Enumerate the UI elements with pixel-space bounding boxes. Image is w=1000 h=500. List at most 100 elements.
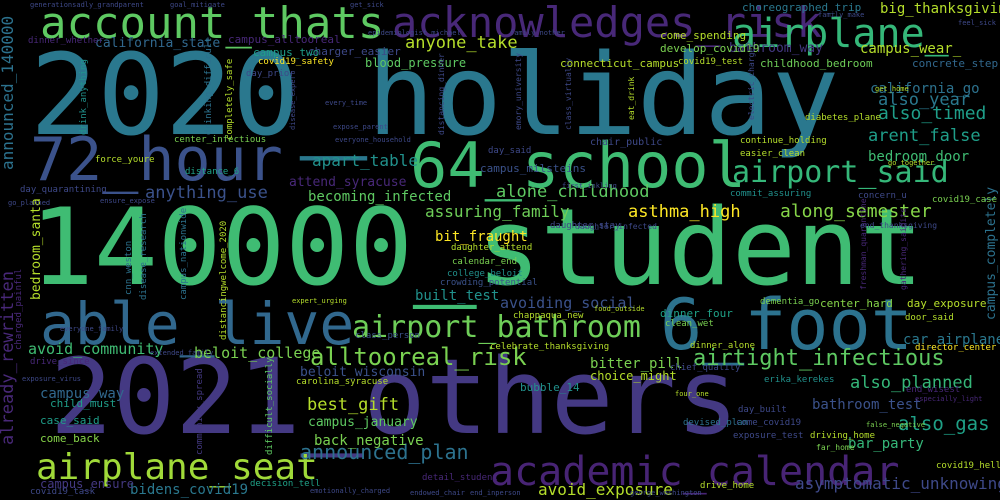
word-w91: center_infectious — [174, 135, 267, 145]
word-w10: 6_foot — [660, 284, 913, 366]
word-w100: force_youre — [95, 155, 155, 165]
word-w163: epidemiologist_michael — [368, 29, 461, 37]
word-w138: detail_student — [422, 473, 498, 483]
word-w118: extended_family — [150, 349, 214, 357]
word-w152: every_time — [325, 99, 368, 107]
word-w90: completely_safe — [225, 58, 235, 140]
word-w139: devised_plan — [683, 418, 749, 428]
word-w18: alone_childhood — [496, 182, 650, 202]
word-w170: get_home — [875, 85, 909, 93]
word-w151: disease_expert — [289, 70, 297, 130]
word-w132: covid19_task — [30, 487, 96, 497]
word-w77: blood_pressure — [365, 56, 467, 70]
word-w30: also_timed — [878, 103, 987, 124]
word-w33: bathroom_way — [729, 41, 823, 56]
word-w117: exposure_virus — [22, 375, 82, 383]
word-w50: california_go — [870, 81, 980, 97]
word-w171: diabetes_plane — [805, 113, 881, 123]
word-w27: also_gas — [898, 413, 990, 435]
word-w43: attend_syracuse — [289, 175, 407, 190]
word-w76: connecticut_campus — [560, 57, 680, 70]
word-w88: drink_anything — [79, 59, 89, 135]
word-w46: bar_party — [848, 436, 924, 452]
word-w113: dementia_go — [760, 297, 820, 307]
word-w26: asymptomatic_unknowingly — [795, 474, 1000, 493]
word-w70: charger_easier — [308, 45, 401, 58]
word-w57: campus_completely — [984, 186, 999, 320]
word-w109: expert_urging — [292, 297, 347, 305]
word-w125: day_built — [738, 405, 787, 415]
word-w97: day_quarantining — [20, 185, 107, 195]
word-w153: expose_parent — [333, 123, 388, 131]
word-w23: along_semester — [780, 201, 932, 222]
word-w55: campus_january — [308, 415, 418, 430]
word-w19: anything_use — [145, 183, 268, 203]
word-w69: campus_alltooreal — [228, 33, 341, 46]
word-w62: choice_might — [590, 369, 677, 383]
word-w14: airport_said — [732, 155, 949, 190]
word-w148: difficult_socially — [265, 357, 275, 455]
word-w123: especially_light — [915, 395, 983, 403]
word-w115: director_center — [915, 343, 997, 353]
word-w01: 2020_holiday — [30, 31, 840, 161]
word-w144: charged_painful — [14, 268, 24, 350]
word-w37: beloit_college — [194, 344, 321, 362]
word-w155: distancing_dinner — [437, 53, 446, 135]
word-w120: celebrate_thanksgiving — [490, 342, 610, 352]
word-w101: go_planned — [8, 199, 51, 207]
word-w103: cnn_weston — [124, 240, 134, 295]
word-w111: food_outside — [594, 305, 645, 313]
word-w15: alltooreal_risk — [310, 343, 527, 371]
word-w05: acknowledges_risk — [392, 0, 822, 47]
word-w78: campus_two — [253, 46, 320, 59]
word-w11: airplane_seat — [36, 447, 318, 488]
word-w47: bathroom_test — [812, 397, 922, 413]
word-w164: family_nother — [510, 29, 565, 37]
word-w93: easier_clean — [740, 149, 806, 159]
word-w140: four_one — [675, 390, 709, 398]
word-w141: dinner_alone — [690, 341, 756, 351]
word-w64: center_hard — [820, 297, 893, 310]
word-w107: crowding_potential — [440, 278, 538, 288]
word-w161: electric_charger — [747, 42, 756, 120]
word-w89: drinking_difficult — [204, 37, 214, 135]
word-w20: apart_table — [312, 151, 418, 170]
word-w128: driving_home — [810, 431, 876, 441]
word-w165: first_inkling — [562, 182, 617, 190]
word-w39: bit_fraught — [435, 229, 528, 245]
word-w160: eat_drink — [627, 76, 636, 120]
word-w17: anyone_take — [405, 33, 518, 53]
word-w71: come_spending — [660, 29, 747, 42]
word-w158: chair_public — [590, 137, 663, 148]
word-w41: bedroom_door — [868, 149, 970, 165]
word-w131: george_washington — [630, 489, 702, 497]
word-w54: beloit_wisconsin — [300, 365, 426, 380]
word-w106: college_beloit — [447, 269, 523, 279]
word-w08: 64_school — [410, 129, 746, 202]
word-w137: drive_home — [700, 481, 755, 491]
word-w04: account_thats — [40, 0, 385, 49]
word-w136: end_inperson — [470, 489, 521, 497]
word-w99: ensure_expose — [100, 197, 155, 205]
word-w96: covid19_case — [932, 195, 998, 205]
word-w06: airplane_ — [732, 11, 949, 57]
word-w38: avoiding_social — [500, 294, 636, 312]
word-w134: emotionally_charged — [310, 487, 391, 495]
word-w79: campus_milsteins — [480, 162, 586, 175]
word-w108: class_person — [355, 331, 421, 341]
word-w110: chappaqua_new — [513, 311, 584, 321]
word-w168: go_together — [888, 159, 935, 167]
word-w147: community_spread — [195, 368, 205, 455]
word-w72: develop_covid19 — [660, 42, 760, 55]
word-w135: endowed_chair — [410, 489, 465, 497]
word-w95: concern_u — [858, 191, 907, 201]
word-w122: end_wisest — [906, 385, 961, 395]
word-w129: far_home — [816, 443, 855, 452]
word-w29: also_year — [878, 90, 971, 110]
word-w143: carolina_syracuse — [296, 377, 389, 387]
word-w44: back_negative — [314, 433, 424, 449]
word-w28: also_planned — [850, 373, 973, 393]
word-w83: get_sick — [350, 1, 384, 9]
word-w146: campus_nationwide — [179, 207, 189, 300]
word-w25: avoid_exposure — [538, 480, 673, 499]
